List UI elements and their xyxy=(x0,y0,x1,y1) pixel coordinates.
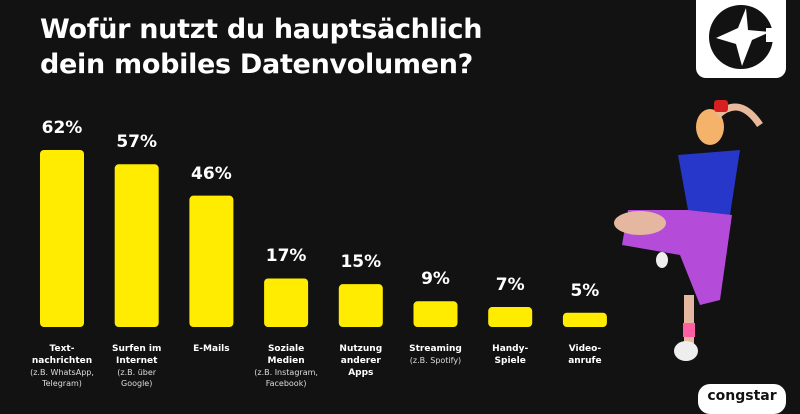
value-label: 62% xyxy=(41,118,83,138)
bar xyxy=(488,307,533,327)
category-name: E-Mails xyxy=(193,344,230,354)
bar xyxy=(40,150,84,327)
category-label: Soziale Medien (z.B. Instagram, Facebook) xyxy=(244,343,328,389)
value-label: 9% xyxy=(421,269,450,290)
bar xyxy=(189,195,234,327)
congstar-logo xyxy=(696,0,786,78)
star-c-icon xyxy=(709,5,778,69)
category-label: Text-nachrichten (z.B. WhatsApp, Telegram) xyxy=(20,343,104,389)
title-line-2: dein mobiles Datenvolumen? xyxy=(40,49,474,80)
bar xyxy=(114,164,159,327)
category-label: E-Mails xyxy=(169,343,253,355)
category-name: Handy- Spiele xyxy=(492,344,529,366)
bar-chart xyxy=(40,150,607,327)
category-example: (z.B. WhatsApp, Telegram) xyxy=(30,368,94,388)
category-example: (z.B. über Google) xyxy=(117,368,157,388)
bar xyxy=(562,312,607,327)
bar xyxy=(413,301,458,327)
category-example: (z.B. Instagram, Facebook) xyxy=(254,368,318,388)
category-name: Nutzung anderer Apps xyxy=(339,344,383,378)
value-label: 15% xyxy=(340,252,382,273)
category-label: Surfen im Internet (z.B. über Google) xyxy=(95,343,179,389)
brand-wordmark: congstar xyxy=(698,384,786,414)
category-name: Text-nachrichten xyxy=(31,344,93,366)
value-label: 7% xyxy=(495,275,525,296)
category-label: Nutzung anderer Apps xyxy=(319,343,403,379)
value-label: 5% xyxy=(570,280,600,301)
category-name: Video-anrufe xyxy=(568,344,602,366)
category-label: Handy- Spiele xyxy=(468,343,552,367)
person-photo xyxy=(614,100,763,361)
value-label: 57% xyxy=(116,132,158,153)
category-example: (z.B. Spotify) xyxy=(409,356,462,365)
value-label: 17% xyxy=(265,246,307,267)
bar xyxy=(264,278,309,327)
category-name: Streaming xyxy=(409,344,462,354)
category-name: Soziale Medien xyxy=(267,344,305,366)
chart-title: Wofür nutzt du hauptsächlich dein mobiles… xyxy=(40,12,482,82)
category-name: Surfen im Internet xyxy=(112,344,162,366)
value-label: 46% xyxy=(191,163,232,184)
category-label: Video-anrufe xyxy=(543,343,627,367)
title-line-1: Wofür nutzt du hauptsächlich xyxy=(40,14,483,45)
category-label: Streaming (z.B. Spotify) xyxy=(394,343,478,366)
bar xyxy=(338,284,383,327)
